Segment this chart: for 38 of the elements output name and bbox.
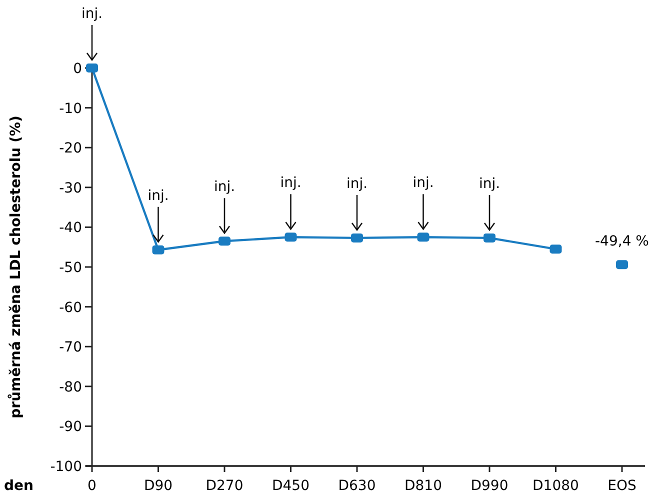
- y-tick-label: 0: [73, 61, 82, 77]
- annotation: inj.: [412, 175, 434, 192]
- annotation: inj.: [478, 176, 500, 192]
- annotation: inj.: [214, 179, 236, 196]
- x-tick-label: D810: [404, 478, 442, 494]
- y-tick-label: -10: [59, 100, 82, 117]
- annotation: inj.: [346, 176, 368, 192]
- point: [616, 260, 628, 270]
- y-tick-label: -30: [59, 180, 82, 196]
- x-axis-title: den: [4, 478, 34, 494]
- y-tick-label: -80: [59, 379, 82, 396]
- x-tick-label: D1080: [532, 478, 579, 494]
- y-tick-label: -70: [59, 340, 82, 356]
- y-tick-label: -100: [50, 459, 82, 475]
- x-tick-label: D990: [470, 478, 508, 494]
- y-tick-label: -50: [59, 260, 82, 276]
- y-tick-label: -60: [59, 300, 82, 316]
- x-tick-label: D270: [206, 478, 244, 494]
- annotation: inj.: [280, 175, 302, 192]
- x-tick-label: 0: [88, 478, 96, 494]
- y-tick-label: -90: [59, 419, 82, 436]
- annotation: inj.: [81, 6, 103, 22]
- x-tick-label: D90: [144, 478, 173, 494]
- x-tick-label: EOS: [608, 478, 636, 494]
- y-tick-label: -40: [59, 220, 82, 236]
- x-tick-label: D630: [338, 478, 376, 494]
- y-axis-title: průměrná změna LDL cholesterolu (%): [7, 116, 24, 418]
- point: [550, 244, 562, 254]
- point: [284, 232, 297, 242]
- point: [152, 245, 164, 254]
- annotation: inj.: [148, 188, 169, 204]
- point: [351, 233, 363, 242]
- point: [218, 236, 230, 246]
- point: [484, 233, 496, 242]
- x-tick-label: D450: [272, 478, 310, 494]
- y-tick-label: -20: [59, 140, 82, 157]
- point: [417, 232, 430, 242]
- data-label: -49,4 %: [595, 234, 649, 250]
